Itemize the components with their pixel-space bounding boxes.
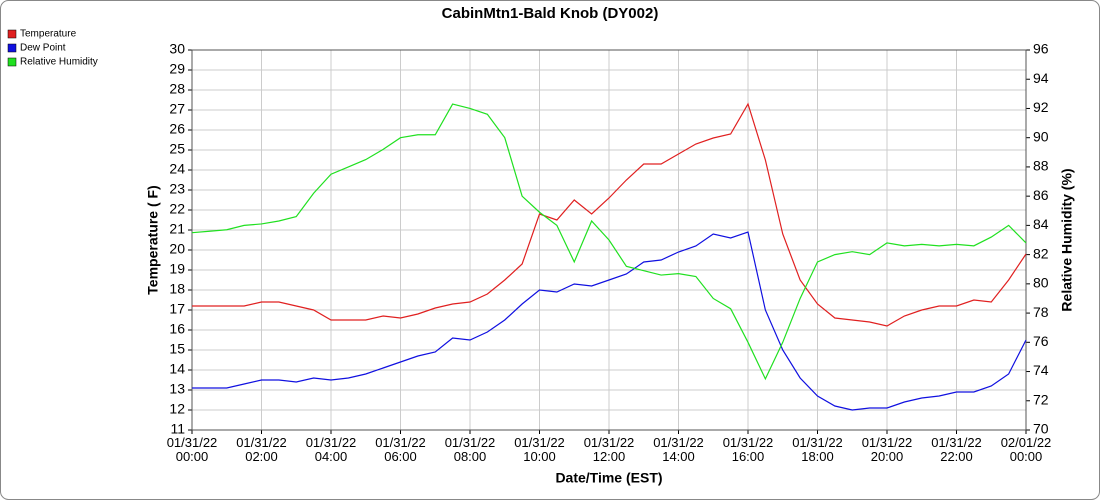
x-tick-label: 02/01/22 00:00 — [1000, 435, 1052, 464]
line — [192, 231, 1027, 411]
y-tick-label: 24 — [169, 161, 185, 177]
y-tick-label: 23 — [169, 181, 185, 197]
legend-swatch — [7, 57, 17, 67]
y2-axis-label: Relative Humidity (%) — [1059, 168, 1075, 311]
y-tick-label: 19 — [169, 261, 185, 277]
y-tick-label: 26 — [169, 121, 185, 137]
y-tick-label: 27 — [169, 101, 185, 117]
legend-swatch — [7, 43, 17, 53]
y-tick-label: 16 — [169, 321, 185, 337]
y-tick-label: 22 — [169, 201, 185, 217]
y-tick-label: 12 — [169, 401, 185, 417]
y-tick-label: 14 — [169, 361, 185, 377]
x-tick-label: 01/31/22 08:00 — [444, 435, 496, 464]
plot-border — [191, 49, 1027, 431]
chart-title: CabinMtn1-Bald Knob (DY002) — [442, 5, 659, 22]
y2-tick-label: 94 — [1033, 70, 1049, 86]
y-tick-label: 13 — [169, 381, 185, 397]
x-tick-label: 01/31/22 16:00 — [722, 435, 774, 464]
x-axis-label: Date/Time (EST) — [555, 470, 662, 486]
y-tick-label: 18 — [169, 281, 185, 297]
y2-tick-label: 86 — [1033, 187, 1049, 203]
y2-tick-label: 82 — [1033, 245, 1049, 261]
y-tick-label: 30 — [169, 41, 185, 57]
y2-tick-label: 72 — [1033, 391, 1049, 407]
x-tick-label: 01/31/22 00:00 — [166, 435, 218, 464]
x-tick-label: 01/31/22 04:00 — [305, 435, 357, 464]
x-tick-label: 01/31/22 10:00 — [514, 435, 565, 464]
y-tick-label: 15 — [169, 341, 185, 357]
x-tick-label: 01/31/22 18:00 — [792, 435, 843, 464]
line — [191, 103, 1027, 381]
y-axis-label: Temperature ( F) — [145, 185, 161, 294]
x-tick-label: 01/31/22 22:00 — [931, 435, 982, 464]
x-tick-label: 01/31/22 14:00 — [653, 435, 704, 464]
y-tick-label: 25 — [169, 141, 185, 157]
x-tick-label: 01/31/22 02:00 — [236, 435, 287, 464]
line — [192, 102, 1027, 327]
y-tick-label: 21 — [169, 221, 185, 237]
y2-tick-label: 84 — [1033, 216, 1049, 232]
y-tick-label: 11 — [170, 421, 185, 437]
legend-swatch — [7, 29, 17, 39]
x-tick-label: 01/31/22 20:00 — [861, 435, 913, 464]
legend-label: Temperature — [20, 29, 77, 40]
y2-tick-label: 70 — [1033, 421, 1049, 437]
legend-label: Dew Point — [20, 43, 66, 54]
y2-tick-label: 88 — [1033, 158, 1049, 174]
y2-tick-label: 96 — [1033, 41, 1049, 57]
y2-tick-label: 80 — [1033, 275, 1049, 291]
y-tick-label: 29 — [169, 61, 185, 77]
y2-tick-label: 76 — [1033, 333, 1049, 349]
x-tick-label: 01/31/22 06:00 — [375, 435, 426, 464]
legend-label: Relative Humidity — [20, 57, 98, 68]
y2-tick-label: 78 — [1033, 304, 1049, 320]
y-tick-label: 28 — [169, 81, 185, 97]
y2-tick-label: 90 — [1033, 128, 1049, 144]
x-tick-label: 01/31/22 12:00 — [583, 435, 635, 464]
y2-tick-label: 74 — [1033, 362, 1049, 378]
y2-tick-label: 92 — [1033, 99, 1049, 115]
y-tick-label: 20 — [169, 241, 185, 257]
y-tick-label: 17 — [169, 301, 185, 317]
